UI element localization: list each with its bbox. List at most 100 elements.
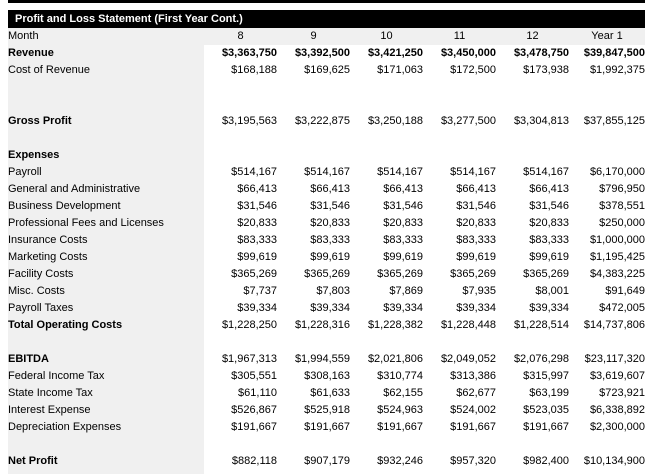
column-header: 9 (277, 28, 350, 45)
column-header: 10 (350, 28, 423, 45)
cell-value: $3,392,500 (277, 45, 350, 62)
cell-value: $20,833 (423, 215, 496, 232)
cell-value (350, 436, 423, 453)
cell-value: $20,833 (350, 215, 423, 232)
row-label: Professional Fees and Licenses (8, 215, 204, 232)
cell-value: $3,619,607 (569, 368, 645, 385)
cell-value: $1,195,425 (569, 249, 645, 266)
cell-value (569, 436, 645, 453)
cell-value (569, 130, 645, 147)
cell-value (496, 436, 569, 453)
cell-value (277, 334, 350, 351)
cell-value: $514,167 (204, 164, 277, 181)
row-label (8, 79, 204, 96)
cell-value: $1,992,375 (569, 62, 645, 79)
cell-value: $313,386 (423, 368, 496, 385)
cell-value: $6,338,892 (569, 402, 645, 419)
top-rule-divider (8, 0, 645, 3)
cell-value: $8,001 (496, 283, 569, 300)
table-row: Insurance Costs $83,333 $83,333 $83,333 $83,… (8, 232, 645, 249)
table-row: Revenue $3,363,750 $3,392,500 $3,421,250 $3,… (8, 45, 645, 62)
row-label: Expenses (8, 147, 204, 164)
cell-value (423, 436, 496, 453)
row-label: Payroll Taxes (8, 300, 204, 317)
cell-value: $514,167 (423, 164, 496, 181)
cell-value: $365,269 (423, 266, 496, 283)
table-row: State Income Tax $61,110 $61,633 $62,155 $62… (8, 385, 645, 402)
table-row: Interest Expense $526,867 $525,918 $524,963… (8, 402, 645, 419)
cell-value (496, 130, 569, 147)
cell-value: $62,155 (350, 385, 423, 402)
cell-value: $514,167 (350, 164, 423, 181)
table-row: EBITDA $1,967,313 $1,994,559 $2,021,806 $2,0… (8, 351, 645, 368)
cell-value: $2,021,806 (350, 351, 423, 368)
table-row: Cost of Revenue $168,188 $169,625 $171,063 $… (8, 62, 645, 79)
cell-value: $99,619 (350, 249, 423, 266)
cell-value: $83,333 (350, 232, 423, 249)
pl-table-body: Month 8 9 10 11 12 Year 1 Revenue $3,363,750 $3,3… (8, 28, 645, 470)
table-row: Total Operating Costs $1,228,250 $1,228,31… (8, 317, 645, 334)
row-label: State Income Tax (8, 385, 204, 402)
cell-value: $957,320 (423, 453, 496, 470)
cell-value: $31,546 (204, 198, 277, 215)
cell-value: $173,938 (496, 62, 569, 79)
cell-value (496, 79, 569, 96)
table-row: Expenses (8, 147, 645, 164)
cell-value: $525,918 (277, 402, 350, 419)
cell-value: $39,334 (496, 300, 569, 317)
row-label (8, 96, 204, 113)
row-label: Insurance Costs (8, 232, 204, 249)
row-label (8, 130, 204, 147)
row-label: Federal Income Tax (8, 368, 204, 385)
cell-value: $932,246 (350, 453, 423, 470)
cell-value: $1,228,514 (496, 317, 569, 334)
cell-value: $99,619 (277, 249, 350, 266)
cell-value (350, 147, 423, 164)
table-row: Federal Income Tax $305,551 $308,163 $310,7… (8, 368, 645, 385)
cell-value: $882,118 (204, 453, 277, 470)
cell-value: $191,667 (204, 419, 277, 436)
cell-value: $7,935 (423, 283, 496, 300)
table-row: Facility Costs $365,269 $365,269 $365,269 $3… (8, 266, 645, 283)
cell-value: $83,333 (204, 232, 277, 249)
label-column-footer-right (204, 470, 645, 474)
table-row: Marketing Costs $99,619 $99,619 $99,619 $99,… (8, 249, 645, 266)
cell-value: $365,269 (350, 266, 423, 283)
cell-value: $3,363,750 (204, 45, 277, 62)
cell-value: $61,110 (204, 385, 277, 402)
month-header-label: Month (8, 28, 204, 45)
cell-value: $20,833 (496, 215, 569, 232)
cell-value (496, 96, 569, 113)
cell-value: $315,997 (496, 368, 569, 385)
cell-value (277, 147, 350, 164)
column-header: 12 (496, 28, 569, 45)
cell-value: $169,625 (277, 62, 350, 79)
cell-value: $526,867 (204, 402, 277, 419)
cell-value (496, 147, 569, 164)
cell-value: $83,333 (423, 232, 496, 249)
cell-value: $1,228,250 (204, 317, 277, 334)
cell-value: $7,803 (277, 283, 350, 300)
column-header-row: Month 8 9 10 11 12 Year 1 (8, 28, 645, 45)
cell-value: $66,413 (423, 181, 496, 198)
spacer-row (8, 334, 645, 351)
cell-value: $171,063 (350, 62, 423, 79)
spacer-row (8, 96, 645, 113)
cell-value: $6,170,000 (569, 164, 645, 181)
spacer-row (8, 79, 645, 96)
cell-value: $308,163 (277, 368, 350, 385)
table-row: Net Profit $882,118 $907,179 $932,246 $957,3… (8, 453, 645, 470)
cell-value: $99,619 (204, 249, 277, 266)
cell-value: $524,963 (350, 402, 423, 419)
table-row: Misc. Costs $7,737 $7,803 $7,869 $7,935 $8,00… (8, 283, 645, 300)
cell-value (423, 130, 496, 147)
page-title: Profit and Loss Statement (First Year Co… (8, 10, 645, 28)
cell-value: $62,677 (423, 385, 496, 402)
cell-value: $2,076,298 (496, 351, 569, 368)
cell-value: $20,833 (204, 215, 277, 232)
cell-value: $39,334 (277, 300, 350, 317)
row-label: Cost of Revenue (8, 62, 204, 79)
cell-value: $7,869 (350, 283, 423, 300)
cell-value: $3,421,250 (350, 45, 423, 62)
